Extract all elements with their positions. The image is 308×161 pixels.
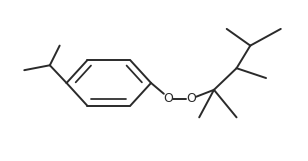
Text: O: O [186, 92, 196, 105]
Text: O: O [163, 92, 173, 105]
